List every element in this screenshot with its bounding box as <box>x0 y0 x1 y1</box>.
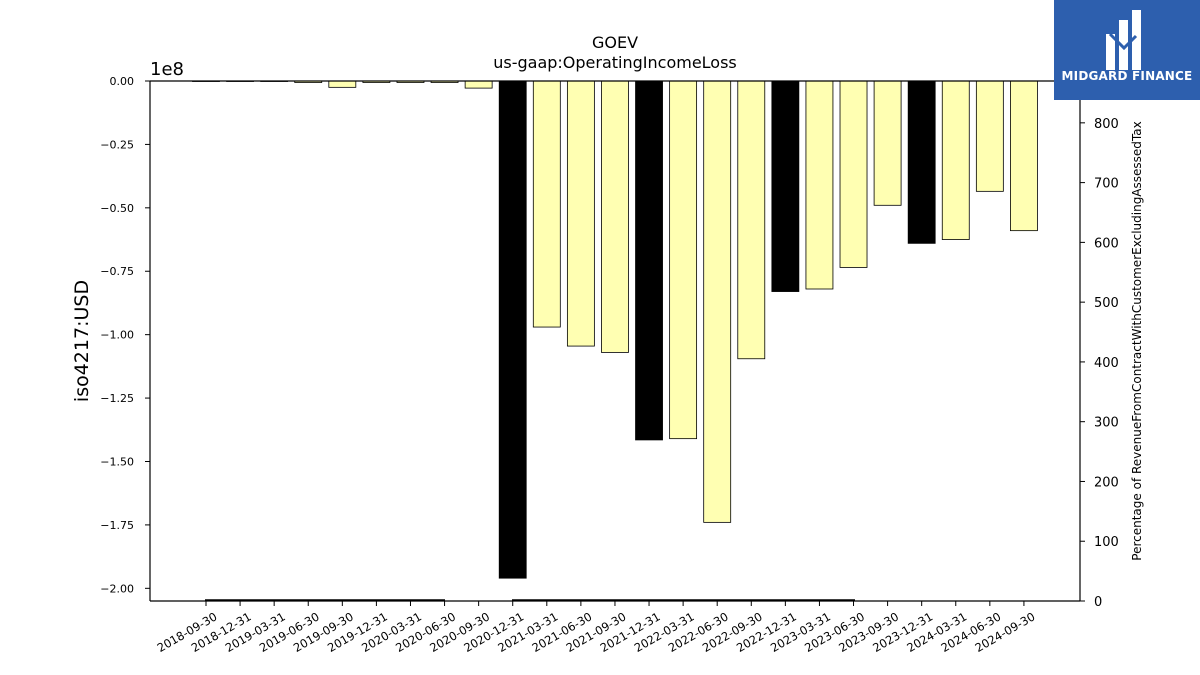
midgard-finance-logo: MIDGARD FINANCE <box>1054 0 1200 100</box>
bar-2024-06-30 <box>975 80 1004 192</box>
y2-tick-label: 0 <box>1094 595 1102 610</box>
logo-text: MIDGARD FINANCE <box>1061 69 1193 83</box>
bar-2019-09-30 <box>328 80 357 88</box>
y2-axis-label: Percentage of RevenueFromContractWithCus… <box>1130 121 1144 560</box>
bar-2020-12-31 <box>498 80 527 579</box>
y2-tick-label: 300 <box>1094 416 1119 431</box>
y-tick-label: −0.50 <box>100 202 134 215</box>
bar-2023-09-30 <box>873 80 902 206</box>
bar-2024-03-31 <box>941 80 970 240</box>
y-tick-label: −0.75 <box>100 265 134 278</box>
y2-tick-label: 500 <box>1094 296 1119 311</box>
bar-2021-06-30 <box>566 80 595 347</box>
y2-tick-label: 800 <box>1094 117 1119 132</box>
y-offset-label: 1e8 <box>150 59 184 80</box>
y-tick-label: −1.75 <box>100 519 134 532</box>
bar-2024-09-30 <box>1010 80 1038 232</box>
bar-2022-03-31 <box>669 80 698 440</box>
logo-mark-icon <box>1106 10 1141 70</box>
y-tick-label: −2.00 <box>100 582 134 595</box>
bar-2021-03-31 <box>532 80 561 328</box>
bar-2023-03-31 <box>805 80 834 290</box>
chart-subtitle: us-gaap:OperatingIncomeLoss <box>493 53 737 72</box>
chart-title: GOEV <box>592 33 638 52</box>
y-axis-label: iso4217:USD <box>71 280 93 402</box>
y-tick-label: −1.50 <box>100 455 134 468</box>
y-tick-label: −1.00 <box>100 329 134 342</box>
bar-2021-12-31 <box>635 80 663 441</box>
bar-2022-12-31 <box>771 80 800 292</box>
bar-2020-09-30 <box>464 80 493 89</box>
y2-tick-label: 400 <box>1094 356 1119 371</box>
bar-2023-12-31 <box>907 80 936 244</box>
y2-tick-label: 700 <box>1094 177 1119 192</box>
y2-tick-label: 200 <box>1094 475 1119 490</box>
bar-2021-09-30 <box>601 80 629 353</box>
y2-tick-label: 100 <box>1094 535 1119 550</box>
y-tick-label: 0.00 <box>110 75 135 88</box>
bar-2023-06-30 <box>839 80 868 268</box>
bars-group <box>192 80 1038 601</box>
bar-2022-06-30 <box>703 80 732 523</box>
y-tick-label: −0.25 <box>100 138 134 151</box>
y2-tick-label: 600 <box>1094 236 1119 251</box>
y-tick-label: −1.25 <box>100 392 134 405</box>
bar-2022-09-30 <box>737 80 766 360</box>
